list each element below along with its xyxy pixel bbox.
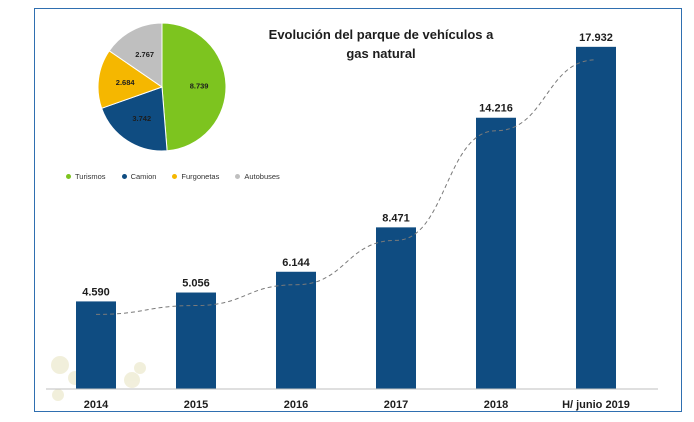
bar-value-label: 8.471 bbox=[382, 212, 410, 224]
pie-chart: 8.739 3.742 2.684 2.767 bbox=[97, 22, 227, 152]
chart-title-line-1: Evolución del parque de vehículos a bbox=[268, 27, 494, 42]
pie-legend: Turismos Camion Furgonetas Autobuses bbox=[66, 172, 280, 181]
legend-label: Camion bbox=[130, 172, 157, 181]
legend-swatch bbox=[121, 174, 127, 179]
legend-item-furgonetas: Furgonetas bbox=[172, 172, 219, 181]
x-tick-label: 2016 bbox=[284, 399, 308, 411]
bar-h-junio-2019 bbox=[576, 46, 616, 390]
x-tick-label: 2015 bbox=[184, 399, 208, 411]
bar-2014 bbox=[76, 301, 116, 389]
bar-chart: 4.590 5.056 6.144 8.471 14.216 17.932 bbox=[76, 32, 616, 390]
x-tick-label: 2014 bbox=[84, 399, 109, 411]
bar-2016 bbox=[276, 271, 316, 389]
leaf-decoration bbox=[51, 356, 146, 401]
pie-value-label: 3.742 bbox=[132, 114, 151, 123]
x-tick-label: 2017 bbox=[384, 399, 408, 411]
bar-2017 bbox=[376, 227, 416, 389]
legend-swatch bbox=[66, 174, 71, 179]
bar-value-label: 17.932 bbox=[579, 32, 613, 44]
legend-label: Furgonetas bbox=[181, 172, 220, 181]
x-tick-label: H/ junio 2019 bbox=[562, 399, 630, 411]
chart-title-line-2: gas natural bbox=[346, 46, 416, 61]
bar-2018 bbox=[476, 117, 516, 390]
pie-value-label: 8.739 bbox=[190, 82, 209, 91]
pie-value-label: 2.767 bbox=[135, 50, 154, 59]
x-axis-ticks: 2014 2015 2016 2017 2018 H/ junio 2019 bbox=[84, 399, 630, 411]
legend-swatch bbox=[172, 174, 178, 179]
bar-value-label: 4.590 bbox=[82, 286, 110, 298]
legend-swatch bbox=[235, 174, 241, 179]
pie-slice-autobuses bbox=[108, 22, 163, 88]
bar-value-label: 5.056 bbox=[182, 278, 210, 290]
bar-2015 bbox=[176, 292, 216, 389]
legend-label: Turismos bbox=[75, 172, 106, 181]
bar-value-label: 14.216 bbox=[479, 103, 513, 115]
pie-value-label: 2.684 bbox=[116, 78, 136, 87]
x-tick-label: 2018 bbox=[484, 399, 508, 411]
pie-slice-furgonetas bbox=[97, 50, 164, 109]
pie-slice-turismos bbox=[161, 22, 227, 152]
legend-item-autobuses: Autobuses bbox=[235, 172, 280, 181]
bar-value-label: 6.144 bbox=[282, 257, 310, 269]
legend-item-turismos: Turismos bbox=[66, 172, 106, 181]
trend-line bbox=[95, 59, 597, 315]
legend-label: Autobuses bbox=[244, 172, 280, 181]
legend-item-camion: Camion bbox=[121, 172, 157, 181]
